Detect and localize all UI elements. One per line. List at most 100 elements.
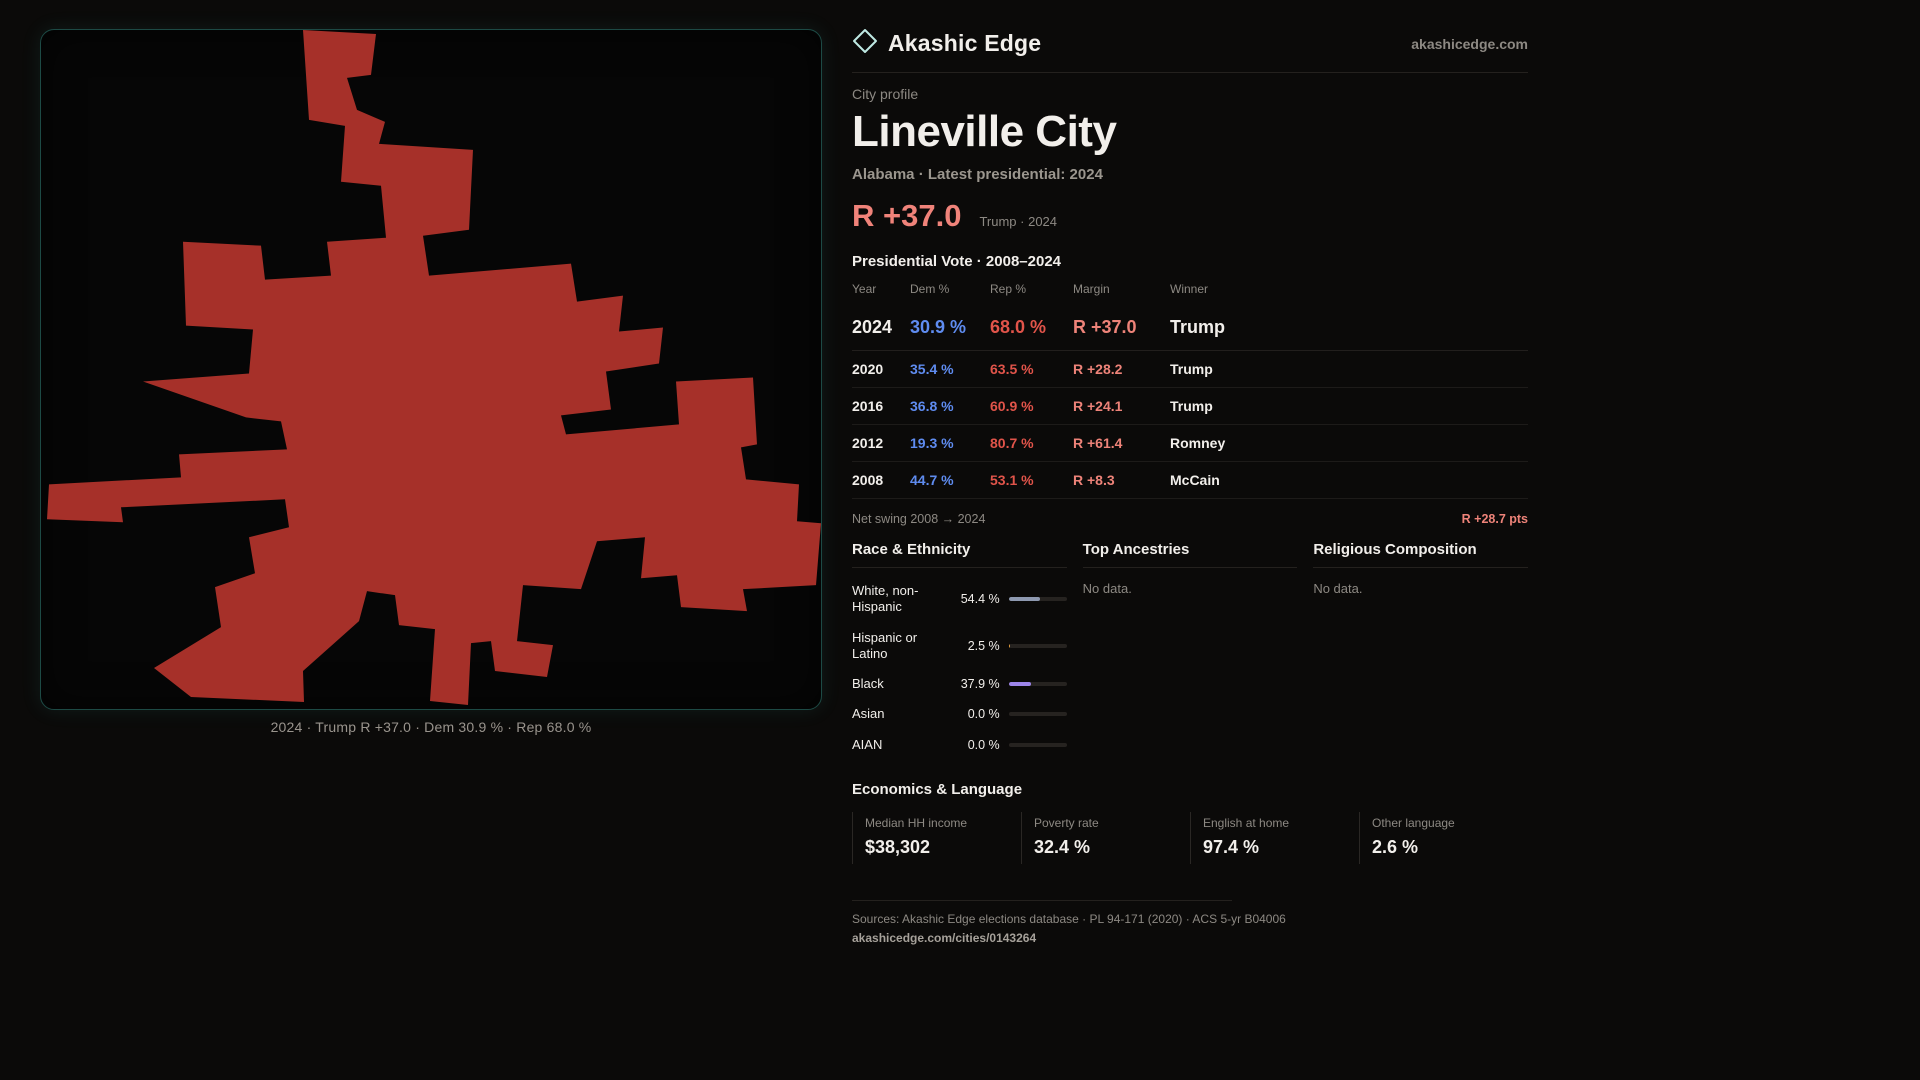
year-value: 2008	[852, 472, 884, 488]
stat-value: 97.4 %	[1203, 836, 1260, 857]
race-value: 37.9 %	[960, 677, 1000, 692]
rep-value: 53.1 %	[990, 472, 1034, 488]
col-margin: Margin	[1073, 282, 1110, 296]
col-winner: Winner	[1170, 282, 1209, 296]
race-row: Asian 0.0 %	[852, 699, 1067, 729]
rep-value: 60.9 %	[990, 398, 1034, 414]
religion-column: Religious Composition No data.	[1313, 541, 1528, 760]
year-value: 2016	[852, 398, 884, 414]
vote-row-2008: 2008 44.7 % 53.1 % R +8.3 McCain	[852, 462, 1528, 499]
margin-value: R +24.1	[1073, 398, 1123, 414]
brand-name: Akashic Edge	[888, 30, 1042, 56]
stat-label: Median HH income	[865, 815, 968, 830]
race-bar-fill	[1008, 682, 1031, 687]
net-swing-value: R +28.7 pts	[1461, 512, 1528, 526]
vote-row-2020: 2020 35.4 % 63.5 % R +28.2 Trump	[852, 351, 1528, 388]
vote-row-2012: 2012 19.3 % 80.7 % R +61.4 Romney	[852, 425, 1528, 462]
race-value: 2.5 %	[967, 638, 1000, 653]
race-label: White, non-Hispanic	[852, 583, 919, 615]
dem-value: 30.9 %	[910, 317, 967, 337]
footer-divider	[852, 899, 1232, 901]
race-list: White, non-Hispanic 54.4 % Hispanic or L…	[852, 576, 1067, 760]
winner-value: Trump	[1170, 398, 1213, 414]
winner-value: Romney	[1170, 435, 1226, 451]
city-boundary-shape	[47, 30, 821, 706]
dem-value: 44.7 %	[910, 472, 954, 488]
subtitle: Alabama · Latest presidential: 2024	[852, 166, 1103, 183]
year-value: 2012	[852, 435, 884, 451]
stat-value: $38,302	[865, 836, 931, 857]
race-bar	[1008, 597, 1067, 602]
map-caption: 2024 · Trump R +37.0 · Dem 30.9 % · Rep …	[270, 719, 592, 735]
vote-row-2024: 2024 30.9 % 68.0 % R +37.0 Trump	[852, 305, 1528, 351]
col-dem: Dem %	[910, 282, 950, 296]
race-row: AIAN 0.0 %	[852, 730, 1067, 760]
brand: Akashic Edge	[852, 28, 1041, 59]
dem-value: 35.4 %	[910, 361, 954, 377]
net-swing-label: Net swing 2008 → 2024	[852, 512, 986, 526]
net-swing-row: Net swing 2008 → 2024 R +28.7 pts	[852, 512, 1528, 526]
race-label: Asian	[852, 706, 885, 722]
race-bar	[1008, 682, 1067, 687]
margin-value: R +37.0	[1073, 317, 1137, 337]
rep-value: 63.5 %	[990, 361, 1034, 377]
stat-value: 2.6 %	[1372, 836, 1419, 857]
race-value: 0.0 %	[967, 707, 1000, 722]
race-ethnicity-column: Race & Ethnicity White, non-Hispanic 54.…	[852, 541, 1067, 760]
rep-value: 68.0 %	[990, 317, 1047, 337]
race-row: Black 37.9 %	[852, 669, 1067, 699]
stat-other-language: Other language 2.6 %	[1359, 811, 1528, 864]
col-year: Year	[852, 282, 877, 296]
brand-domain-link[interactable]: akashicedge.com	[1411, 35, 1528, 52]
stat-median-hh-income: Median HH income $38,302	[852, 811, 1021, 864]
footer-permalink-link[interactable]: akashicedge.com/cities/0143264	[852, 930, 1037, 945]
kicker: City profile	[852, 86, 919, 102]
stat-value: 32.4 %	[1034, 836, 1091, 857]
demographics-section: Race & Ethnicity White, non-Hispanic 54.…	[852, 541, 1528, 760]
rep-value: 80.7 %	[990, 435, 1034, 451]
race-label: Hispanic or Latino	[852, 629, 918, 661]
header: Akashic Edge akashicedge.com	[852, 28, 1528, 59]
footer: Sources: Akashic Edge elections database…	[852, 899, 1528, 945]
stat-label: English at home	[1203, 815, 1290, 830]
race-label: AIAN	[852, 736, 883, 752]
race-label: Black	[852, 676, 884, 691]
race-bar	[1008, 712, 1067, 717]
dem-value: 36.8 %	[910, 398, 954, 414]
footer-sources: Sources: Akashic Edge elections database…	[852, 911, 1286, 926]
vote-table: Year Dem % Rep % Margin Winner 2024 30.9…	[852, 282, 1528, 499]
dem-value: 19.3 %	[910, 435, 954, 451]
city-map-panel	[40, 29, 822, 710]
vote-table-title: Presidential Vote · 2008–2024	[852, 253, 1062, 270]
header-divider	[852, 72, 1528, 73]
race-row: Hispanic or Latino 2.5 %	[852, 623, 1067, 670]
diamond-logo-icon	[852, 28, 878, 59]
race-bar	[1008, 742, 1067, 747]
ancestries-title: Top Ancestries	[1082, 541, 1298, 568]
vote-row-2016: 2016 36.8 % 60.9 % R +24.1 Trump	[852, 388, 1528, 425]
margin-value: R +28.2	[1073, 361, 1123, 377]
religion-title: Religious Composition	[1313, 541, 1528, 568]
year-value: 2020	[852, 361, 884, 377]
col-rep: Rep %	[990, 282, 1027, 296]
race-bar-fill	[1008, 597, 1041, 602]
page-title: Lineville City	[852, 107, 1117, 156]
city-map	[47, 30, 821, 706]
margin-value: R +61.4	[1073, 435, 1123, 451]
stat-english-at-home: English at home 97.4 %	[1190, 811, 1359, 864]
race-bar-fill	[1008, 643, 1011, 648]
stat-label: Poverty rate	[1034, 815, 1099, 830]
winner-value: Trump	[1170, 361, 1213, 377]
race-ethnicity-title: Race & Ethnicity	[852, 541, 1067, 568]
headline-margin: R +37.0	[852, 198, 962, 233]
profile-panel: Akashic Edge akashicedge.com City profil…	[852, 28, 1528, 945]
stat-label: Other language	[1372, 815, 1455, 830]
year-value: 2024	[852, 317, 893, 337]
race-bar	[1008, 643, 1067, 648]
race-value: 0.0 %	[967, 737, 1000, 752]
headline-note: Trump · 2024	[979, 214, 1058, 229]
economics-stats: Median HH income $38,302 Poverty rate 32…	[852, 811, 1528, 864]
margin-value: R +8.3	[1073, 472, 1115, 488]
economics-title: Economics & Language	[852, 780, 1023, 798]
